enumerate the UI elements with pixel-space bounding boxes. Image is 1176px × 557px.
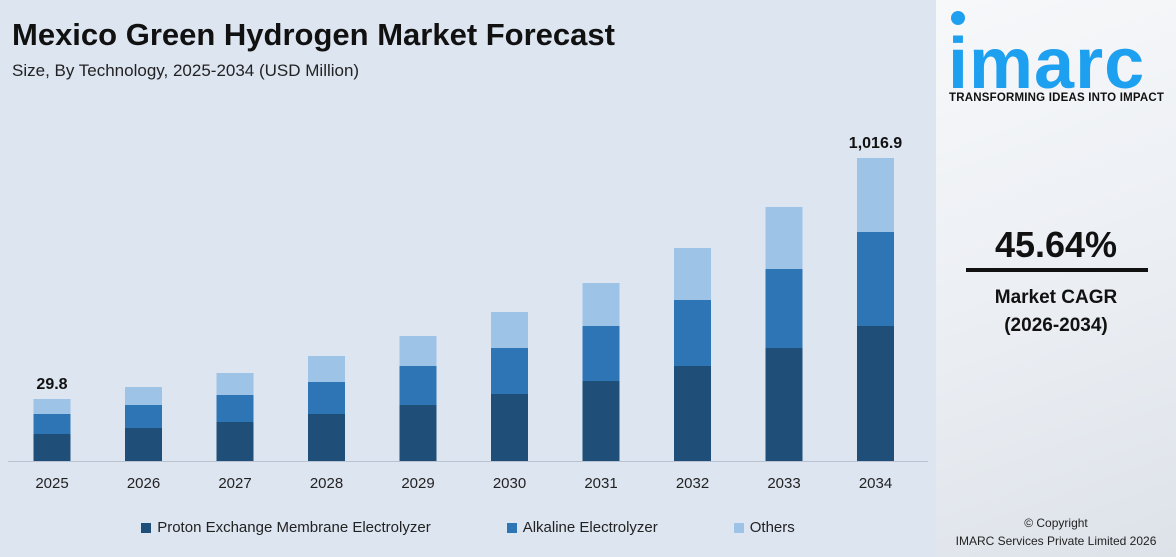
bar-2026-alkaline-electrolyzer	[125, 405, 162, 428]
x-tick-label: 2026	[127, 475, 160, 492]
bar-2029-others	[399, 336, 437, 366]
bar-2025-proton-exchange-membrane-electrolyzer	[33, 434, 71, 461]
bar-2025-others	[33, 399, 71, 414]
bar-2028-proton-exchange-membrane-electrolyzer	[308, 414, 345, 461]
bar-2026-proton-exchange-membrane-electrolyzer	[125, 428, 162, 461]
cagr-value: 45.64%	[994, 224, 1118, 265]
legend-label: Alkaline Electrolyzer	[522, 519, 658, 536]
legend-swatch	[141, 522, 152, 533]
bar-2034-proton-exchange-membrane-electrolyzer	[857, 326, 894, 461]
legend-label: Proton Exchange Membrane Electrolyzer	[157, 519, 431, 536]
bar-2033-proton-exchange-membrane-electrolyzer	[765, 348, 803, 461]
copyright-text: © Copyright	[1024, 516, 1088, 530]
legend-item: Others	[733, 519, 795, 536]
bar-2032-alkaline-electrolyzer	[674, 300, 711, 366]
bar-2034-alkaline-electrolyzer	[857, 232, 894, 326]
stacked-bar-chart: 2025 29.8 2026 2027 2028 2029 2030 2031 2032 2033…	[8, 135, 928, 492]
bar-2033-others	[765, 207, 803, 269]
bar-2027-others	[216, 373, 254, 395]
bar-2031-alkaline-electrolyzer	[582, 326, 620, 381]
cagr-label: Market CAGR (2026-2034)	[936, 284, 1176, 340]
info-panel: imarc TRANSFORMING IDEAS INTO IMPACT 45.…	[936, 0, 1176, 557]
chart-title: Mexico Green Hydrogen Market Forecast	[12, 17, 615, 52]
bar-2030-proton-exchange-membrane-electrolyzer	[491, 394, 528, 461]
cagr-label-text: Market CAGR	[994, 287, 1118, 308]
x-tick-label: 2027	[218, 475, 251, 492]
x-tick-label: 2025	[35, 475, 68, 492]
x-tick-label: 2034	[859, 475, 892, 492]
divider	[966, 268, 1148, 272]
legend-swatch	[733, 522, 744, 533]
legend-label: Others	[749, 519, 795, 536]
bar-2031-others	[582, 283, 620, 326]
data-label: 1,016.9	[849, 135, 902, 152]
x-tick-label: 2033	[767, 475, 800, 492]
bar-2032-others	[674, 248, 711, 300]
x-tick-label: 2029	[401, 475, 434, 492]
cagr-period: (2026-2034)	[1004, 315, 1108, 336]
chart-subtitle: Size, By Technology, 2025-2034 (USD Mill…	[12, 61, 360, 80]
company-name: IMARC Services Private Limited 2026	[955, 534, 1157, 548]
x-tick-label: 2028	[310, 475, 343, 492]
legend-item: Proton Exchange Membrane Electrolyzer	[141, 519, 431, 536]
bar-2025-alkaline-electrolyzer	[33, 414, 71, 434]
bar-2027-proton-exchange-membrane-electrolyzer	[216, 422, 254, 461]
bar-2032-proton-exchange-membrane-electrolyzer	[674, 366, 711, 461]
bar-2030-alkaline-electrolyzer	[491, 348, 528, 394]
legend: Proton Exchange Membrane Electrolyzer Alk…	[0, 519, 936, 536]
legend-item: Alkaline Electrolyzer	[506, 519, 658, 536]
bar-2026-others	[125, 387, 162, 405]
imarc-logo: imarc	[948, 11, 1145, 93]
data-label: 29.8	[36, 376, 67, 393]
chart-panel: Mexico Green Hydrogen Market Forecast Si…	[0, 17, 936, 536]
bar-2034-others	[857, 158, 894, 232]
svg-text:imarc: imarc	[948, 24, 1145, 93]
legend-swatch	[506, 522, 517, 533]
x-tick-label: 2030	[493, 475, 526, 492]
bar-2031-proton-exchange-membrane-electrolyzer	[582, 381, 620, 461]
bar-2029-alkaline-electrolyzer	[399, 366, 437, 405]
bar-2029-proton-exchange-membrane-electrolyzer	[399, 405, 437, 461]
x-tick-label: 2031	[584, 475, 617, 492]
tagline: TRANSFORMING IDEAS INTO IMPACT	[949, 92, 1165, 104]
bar-2033-alkaline-electrolyzer	[765, 269, 803, 348]
bar-2030-others	[491, 312, 528, 348]
bar-2027-alkaline-electrolyzer	[216, 395, 254, 422]
x-tick-label: 2032	[676, 475, 709, 492]
bar-2028-alkaline-electrolyzer	[308, 382, 345, 414]
bar-2028-others	[308, 356, 345, 382]
copyright: © Copyright IMARC Services Private Limit…	[936, 514, 1176, 550]
